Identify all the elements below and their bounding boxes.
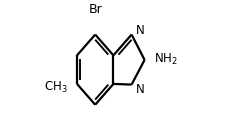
Text: CH$_3$: CH$_3$ [44, 80, 68, 95]
Text: Br: Br [88, 3, 102, 16]
Text: N: N [135, 83, 144, 96]
Text: N: N [135, 24, 144, 37]
Text: NH$_2$: NH$_2$ [154, 52, 177, 67]
